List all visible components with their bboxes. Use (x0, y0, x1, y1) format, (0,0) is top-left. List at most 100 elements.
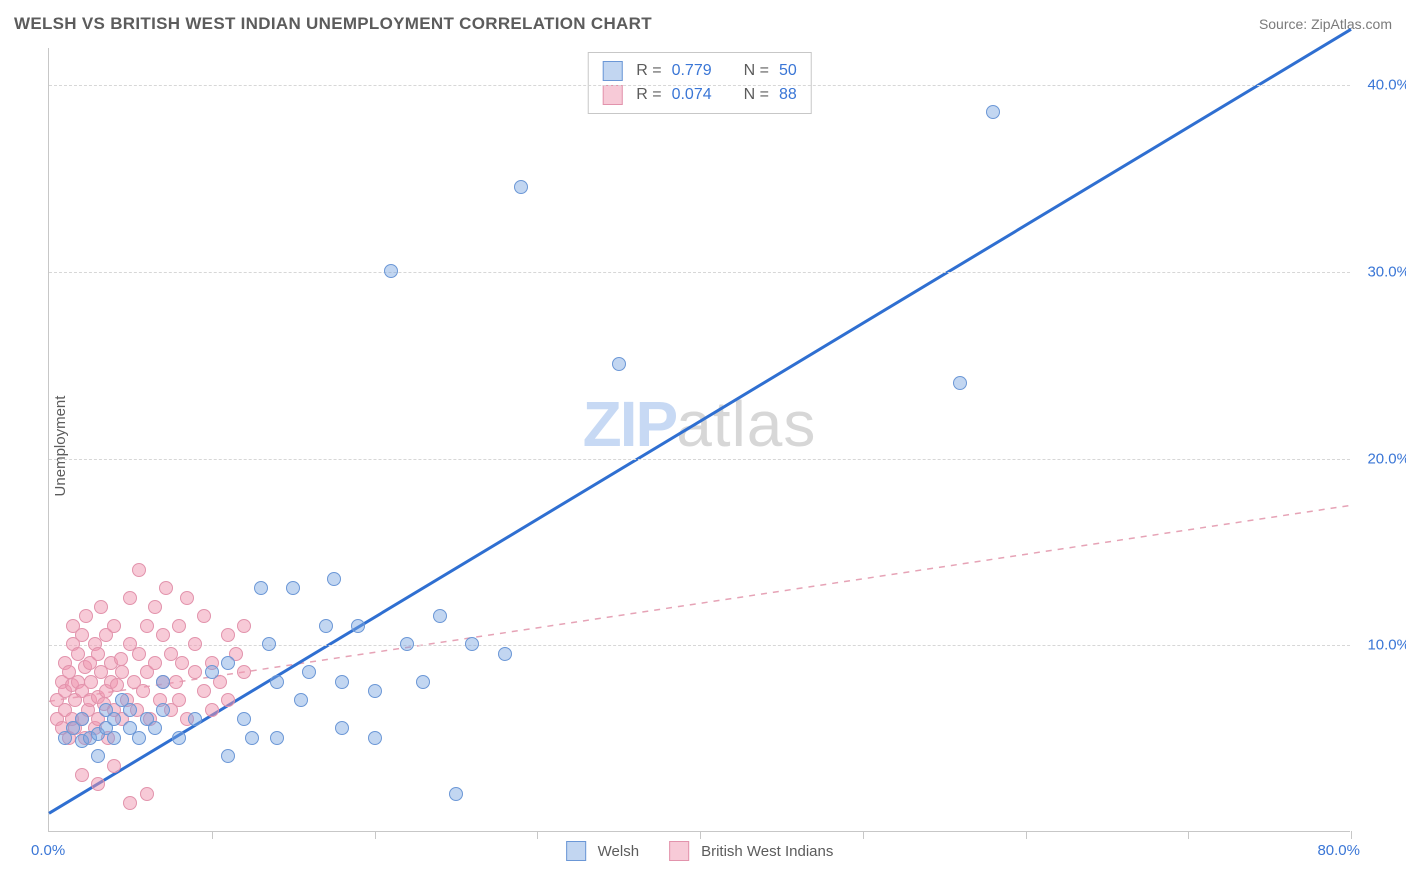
welsh-point (132, 731, 146, 745)
welsh-point (156, 675, 170, 689)
welsh-point (123, 703, 137, 717)
welsh-point (188, 712, 202, 726)
bwi-point (75, 768, 89, 782)
bwi-point (110, 678, 124, 692)
welsh-point (254, 581, 268, 595)
welsh-point (986, 105, 1000, 119)
watermark-zip: ZIP (583, 388, 677, 460)
bwi-point (136, 684, 150, 698)
bwi-point (107, 759, 121, 773)
n-value: 50 (779, 59, 797, 83)
x-tick (1188, 831, 1189, 839)
source-link[interactable]: ZipAtlas.com (1311, 16, 1392, 32)
bottom-legend-bwi: British West Indians (669, 841, 833, 861)
bwi-swatch-icon (669, 841, 689, 861)
welsh-point (245, 731, 259, 745)
welsh-point (953, 376, 967, 390)
bwi-point (114, 652, 128, 666)
bwi-point (159, 581, 173, 595)
welsh-point (368, 731, 382, 745)
welsh-point (612, 357, 626, 371)
n-value: 88 (779, 83, 797, 107)
welsh-point (433, 609, 447, 623)
bwi-point (221, 693, 235, 707)
welsh-point (294, 693, 308, 707)
welsh-point (368, 684, 382, 698)
welsh-point (449, 787, 463, 801)
watermark-atlas: atlas (676, 388, 816, 460)
welsh-point (107, 712, 121, 726)
welsh-point (416, 675, 430, 689)
bwi-point (188, 637, 202, 651)
welsh-swatch (602, 61, 622, 81)
bwi-point (91, 647, 105, 661)
welsh-point (270, 731, 284, 745)
source-label: Source: (1259, 16, 1307, 32)
x-tick (537, 831, 538, 839)
y-tick-label: 30.0% (1367, 264, 1406, 281)
x-axis-min-label: 0.0% (31, 842, 65, 859)
x-tick (375, 831, 376, 839)
n-label: N = (744, 59, 769, 83)
legend-row-welsh: R = 0.779 N = 50 (602, 59, 797, 83)
bwi-point (148, 656, 162, 670)
bwi-point (132, 647, 146, 661)
gridline-h (49, 459, 1350, 460)
bwi-point (180, 591, 194, 605)
welsh-point (465, 637, 479, 651)
bwi-point (140, 619, 154, 633)
r-label: R = (636, 59, 661, 83)
welsh-point (327, 572, 341, 586)
series-label: Welsh (598, 843, 639, 860)
bwi-point (169, 675, 183, 689)
welsh-point (351, 619, 365, 633)
bwi-point (91, 777, 105, 791)
scatter-plot-area: ZIPatlas R = 0.779N = 50R = 0.074N = 88 … (48, 48, 1350, 832)
bwi-point (175, 656, 189, 670)
bwi-point (107, 619, 121, 633)
y-tick-label: 20.0% (1367, 450, 1406, 467)
welsh-point (148, 721, 162, 735)
welsh-point (302, 665, 316, 679)
welsh-point (335, 675, 349, 689)
welsh-point (221, 656, 235, 670)
bwi-point (156, 628, 170, 642)
bwi-point (148, 600, 162, 614)
bwi-point (94, 600, 108, 614)
y-tick-label: 10.0% (1367, 637, 1406, 654)
welsh-point (400, 637, 414, 651)
welsh-point (262, 637, 276, 651)
bwi-point (197, 684, 211, 698)
welsh-point (205, 665, 219, 679)
welsh-point (335, 721, 349, 735)
welsh-point (319, 619, 333, 633)
x-tick (1026, 831, 1027, 839)
bwi-point (132, 563, 146, 577)
bwi-point (237, 665, 251, 679)
bwi-point (172, 619, 186, 633)
welsh-point (286, 581, 300, 595)
bottom-legend-welsh: Welsh (566, 841, 639, 861)
welsh-point (91, 749, 105, 763)
welsh-trendline (49, 29, 1351, 813)
x-tick (1351, 831, 1352, 839)
y-tick-label: 40.0% (1367, 77, 1406, 94)
bwi-point (221, 628, 235, 642)
gridline-h (49, 645, 1350, 646)
x-axis-max-label: 80.0% (1317, 842, 1360, 859)
bwi-point (205, 703, 219, 717)
series-label: British West Indians (701, 843, 833, 860)
bwi-point (123, 591, 137, 605)
bwi-point (172, 693, 186, 707)
chart-title: WELSH VS BRITISH WEST INDIAN UNEMPLOYMEN… (14, 14, 652, 34)
welsh-point (514, 180, 528, 194)
r-value: 0.779 (672, 59, 712, 83)
gridline-h (49, 85, 1350, 86)
bwi-point (123, 796, 137, 810)
bwi-point (197, 609, 211, 623)
x-tick (212, 831, 213, 839)
welsh-point (221, 749, 235, 763)
bwi-point (140, 787, 154, 801)
correlation-legend: R = 0.779 N = 50R = 0.074N = 88 (587, 52, 812, 114)
legend-row-bwi: R = 0.074N = 88 (602, 83, 797, 107)
